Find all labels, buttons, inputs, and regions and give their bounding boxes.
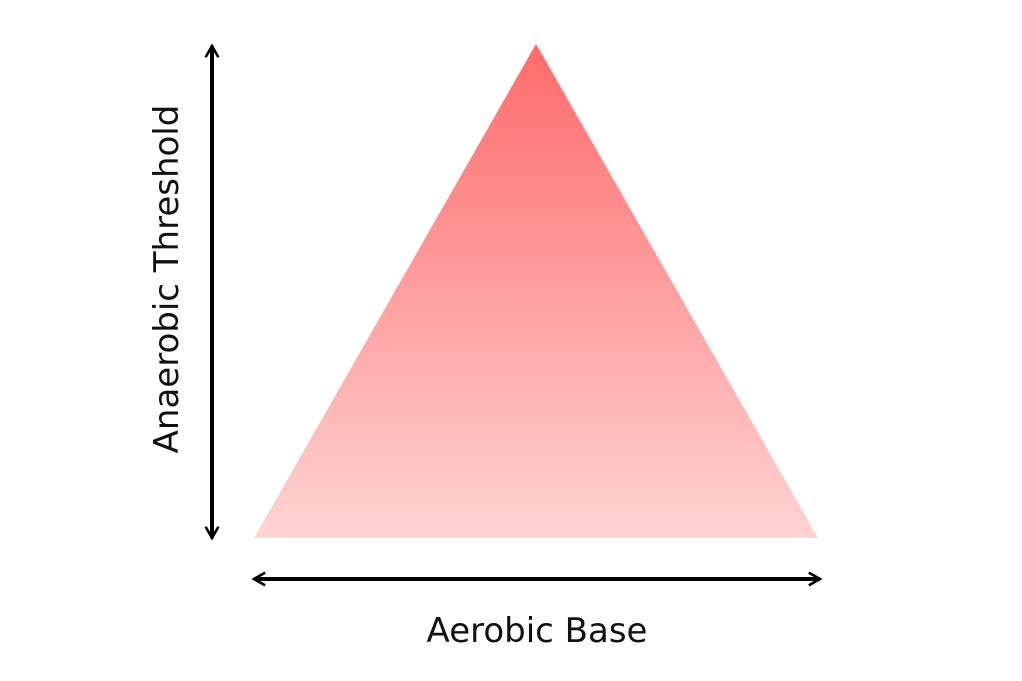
horizontal-label: Aerobic Base	[427, 611, 648, 651]
vertical-label: Anaerobic Threshold	[147, 105, 187, 454]
pyramid	[254, 44, 818, 538]
